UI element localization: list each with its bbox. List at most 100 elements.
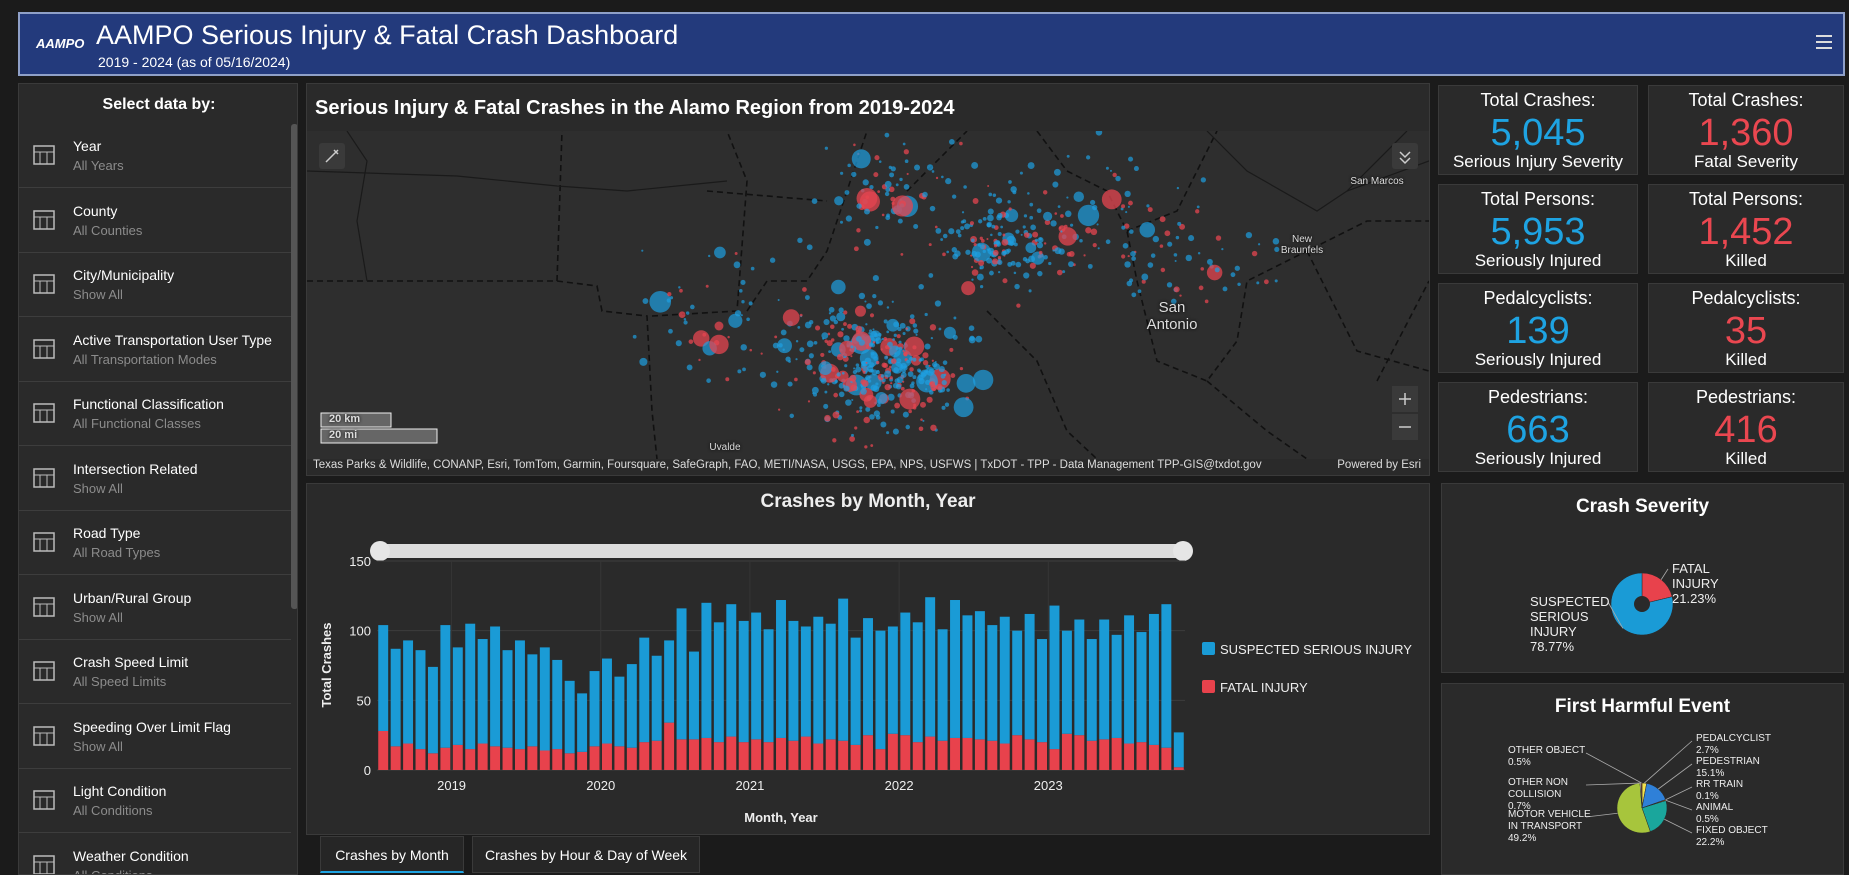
crash-point [929, 205, 936, 212]
crash-point [886, 306, 890, 309]
crash-point [1237, 282, 1241, 287]
crash-point [1032, 231, 1039, 238]
crash-point [1062, 270, 1066, 274]
crash-point [890, 166, 896, 172]
tab[interactable]: Crashes by Month [320, 836, 464, 873]
crash-point [804, 321, 812, 329]
crash-point [862, 370, 866, 374]
filter-item[interactable]: Intersection Related Show All [19, 447, 291, 511]
crash-point [1057, 205, 1061, 209]
crash-point [906, 359, 910, 364]
tab[interactable]: Crashes by Hour & Day of Week [472, 836, 700, 873]
crash-point [969, 335, 975, 341]
crash-point [869, 414, 875, 420]
crash-point [950, 373, 956, 378]
crash-point [824, 414, 831, 422]
filter-item[interactable]: Functional Classification All Functional … [19, 382, 291, 446]
crash-point [1001, 238, 1009, 246]
slider-handle[interactable] [370, 541, 390, 561]
crash-point [929, 381, 936, 388]
menu-button[interactable] [1815, 33, 1833, 51]
crash-point [667, 292, 672, 297]
filter-value: All Conditions [73, 867, 153, 875]
crash-point [938, 327, 942, 331]
slice-label: RR TRAIN 0.1% [1696, 779, 1791, 803]
crash-point [874, 155, 880, 161]
crash-point [845, 399, 852, 406]
filter-item[interactable]: Light Condition All Conditions [19, 769, 291, 833]
crash-point [1222, 286, 1228, 292]
slice-name: MOTOR VEHICLE IN TRANSPORT [1508, 809, 1591, 832]
crash-point [978, 219, 983, 224]
crash-point [843, 335, 850, 342]
filter-value: Show All [73, 609, 123, 625]
filter-item[interactable]: Road Type All Road Types [19, 511, 291, 575]
crash-point [1029, 202, 1034, 207]
crash-point [892, 338, 896, 341]
filter-value: All Conditions [73, 803, 153, 818]
crash-point [1019, 171, 1023, 175]
stat-card: Total Crashes: 5,045 Serious Injury Severi… [1438, 85, 1638, 175]
crash-point [1043, 242, 1047, 245]
crash-point [806, 244, 813, 251]
crash-point [840, 171, 844, 175]
crash-point [986, 221, 992, 228]
crash-point [828, 312, 832, 315]
crash-point [928, 273, 934, 278]
map[interactable] [307, 131, 1429, 459]
crash-point [844, 364, 848, 368]
crash-point [1152, 235, 1160, 243]
crash-point [1234, 265, 1240, 271]
crash-point [978, 259, 985, 266]
stat-value: 663 [1506, 409, 1570, 451]
scale-label: 20 mi [329, 429, 358, 441]
filter-value: Show All [73, 480, 123, 496]
place-label: Uvalde [709, 442, 741, 453]
crash-point [1037, 270, 1043, 277]
crash-point [1056, 269, 1063, 276]
crash-point [1141, 279, 1146, 284]
crash-point [896, 334, 901, 339]
crash-point [686, 364, 693, 371]
crash-point [982, 216, 987, 221]
crash-point [683, 318, 687, 321]
filter-item[interactable]: County All Counties [19, 189, 291, 253]
filter-item[interactable]: Speeding Over Limit Flag Show All [19, 705, 291, 769]
filter-item[interactable]: Weather Condition All Conditions [19, 834, 291, 875]
slice-value: 15.1% [1696, 768, 1725, 779]
range-slider[interactable] [377, 544, 1185, 558]
filter-item[interactable]: Active Transportation User Type All Trans… [19, 318, 291, 382]
crash-point [866, 365, 874, 372]
filter-item[interactable]: Year All Years [19, 124, 291, 188]
scrollbar[interactable] [291, 124, 297, 609]
filter-item[interactable]: Urban/Rural Group Show All [19, 576, 291, 640]
stat-value: 416 [1714, 409, 1778, 451]
slice-value: 0.5% [1696, 814, 1719, 825]
slice-name: PEDALCYCLIST [1696, 733, 1772, 744]
crash-point [741, 300, 745, 304]
crash-point [942, 360, 948, 365]
crash-point [866, 303, 872, 310]
crash-point [1251, 250, 1258, 257]
slider-handle[interactable] [1173, 541, 1193, 561]
collapse-icon [1399, 151, 1411, 165]
filter-item[interactable]: Crash Speed Limit All Speed Limits [19, 640, 291, 704]
crash-point [1097, 247, 1100, 250]
crash-point [725, 377, 730, 382]
slice-label: PEDALCYCLIST 2.7% [1696, 733, 1791, 757]
crash-point [891, 195, 914, 217]
crash-point [961, 281, 976, 296]
crash-point [992, 193, 997, 197]
filter-item[interactable]: City/Municipality Show All [19, 253, 291, 317]
crash-point [996, 214, 1002, 221]
crash-point [690, 304, 695, 310]
crash-point [737, 369, 742, 374]
crash-point [806, 364, 813, 371]
slice-name: ANIMAL [1696, 802, 1734, 813]
crash-point [996, 240, 1001, 245]
stat-card: Pedestrians: 416 Killed [1648, 382, 1844, 472]
crash-point [1036, 242, 1044, 249]
crash-point [740, 344, 747, 351]
crash-point [1085, 227, 1092, 234]
